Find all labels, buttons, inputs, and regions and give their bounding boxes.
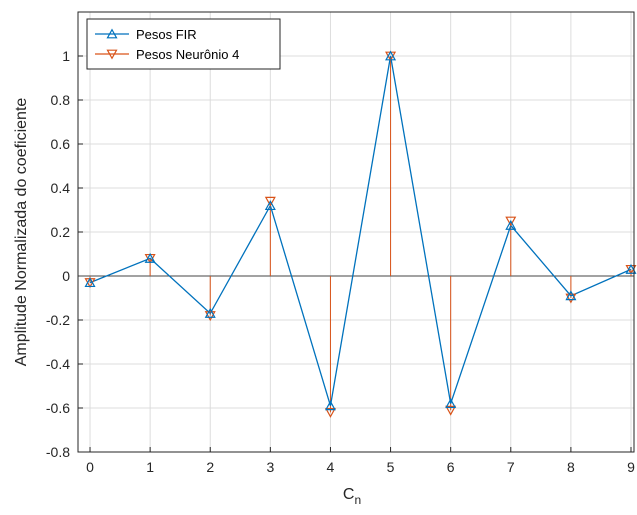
line-series [89,55,632,406]
marker-neuron [204,311,216,322]
marker-fir [204,307,216,318]
marker-fir [264,200,276,211]
marker-neuron [264,196,276,207]
x-tick-label: 5 [387,459,395,475]
y-tick-label: 0.6 [51,136,71,152]
legend: Pesos FIR Pesos Neurônio 4 [86,18,281,70]
y-tick-label: 0.2 [51,224,71,240]
x-tick-label: 3 [266,459,274,475]
legend-marker-neuron [106,49,118,60]
legend-box [86,18,281,70]
legend-marker-fir [106,28,118,39]
x-tick-label: 9 [627,459,635,475]
marker-fir [625,263,637,274]
marker-fir [385,50,397,61]
marker-neuron [445,405,457,416]
y-tick-label: -0.8 [46,444,70,460]
marker-fir [505,219,517,230]
marker-fir [565,290,577,301]
markers [84,50,637,418]
legend-label-neuron: Pesos Neurônio 4 [136,47,239,62]
line-series-path [89,55,632,406]
x-tick-label: 2 [206,459,214,475]
tick-labels: 0 1 2 3 4 5 6 7 8 9 -0.8 -0.6 -0.4 -0.2 0 0.2 0.4 0.6 0.8 1 [46,48,635,475]
marker-fir [84,277,96,288]
y-tick-label: 0.4 [51,180,71,196]
x-axis-label: Cn [343,486,361,507]
marker-fir [144,252,156,263]
y-tick-label: -0.4 [46,356,70,372]
x-tick-label: 1 [146,459,154,475]
marker-neuron [505,216,517,227]
x-axis-label-subscript: n [354,493,361,507]
legend-label-fir: Pesos FIR [136,27,197,42]
y-tick-label: -0.6 [46,400,70,416]
plot-border [77,11,635,453]
y-tick-label: -0.2 [46,312,70,328]
marker-fir [445,398,457,409]
y-axis-label: Amplitude Normalizada do coeficiente [13,98,30,367]
marker-fir [324,400,336,411]
marker-neuron [565,293,577,304]
x-axis-label-main: C [343,486,355,503]
y-tick-label: 1 [62,48,70,64]
stem-series [89,56,632,413]
x-tick-label: 8 [567,459,575,475]
legend-items: Pesos FIR Pesos Neurônio 4 [95,27,239,62]
y-tick-label: 0 [62,268,70,284]
x-tick-label: 4 [327,459,335,475]
x-tick-label: 0 [86,459,94,475]
marker-neuron [324,407,336,418]
x-tick-label: 7 [507,459,515,475]
y-tick-label: 0.8 [51,92,71,108]
x-tick-label: 6 [447,459,455,475]
